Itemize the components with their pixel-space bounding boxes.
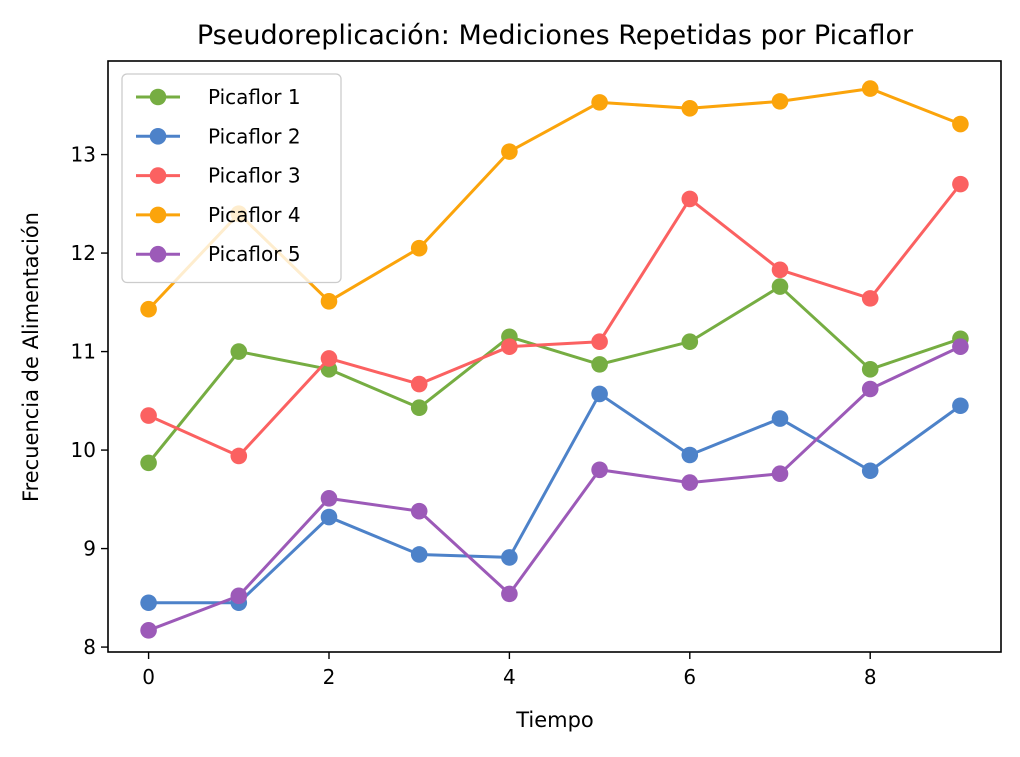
data-point [771, 278, 789, 295]
data-point [140, 454, 157, 472]
x-axis: 0 2 4 6 8 [142, 652, 877, 689]
data-point [681, 446, 699, 464]
data-point [140, 594, 157, 612]
legend-marker [149, 128, 167, 145]
y-tick-label: 13 [71, 143, 96, 167]
y-tick-label: 10 [71, 438, 96, 462]
legend-marker [149, 206, 167, 224]
data-point [771, 465, 789, 483]
data-point [230, 447, 248, 465]
data-point [952, 115, 969, 133]
data-point [771, 93, 789, 110]
data-point [681, 99, 699, 117]
data-point [771, 261, 789, 279]
data-point [591, 333, 608, 351]
legend-label: Picaflor 2 [208, 124, 301, 148]
chart-title: Pseudoreplicación: Mediciones Repetidas … [197, 20, 914, 51]
data-point [681, 474, 699, 491]
data-point [952, 175, 969, 193]
data-point [410, 546, 428, 563]
data-point [501, 143, 518, 160]
data-point [320, 350, 338, 367]
x-axis-label: Tiempo [515, 708, 594, 732]
data-point [320, 490, 338, 507]
x-tick-label: 0 [142, 665, 155, 689]
legend-marker [149, 245, 167, 263]
data-point [501, 549, 518, 566]
legend-item: Picaflor 2 [136, 124, 301, 148]
data-point [861, 380, 879, 398]
x-tick-label: 2 [323, 665, 336, 689]
data-point [501, 338, 518, 355]
data-point [230, 587, 248, 605]
series-line [147, 182, 962, 458]
data-point [140, 622, 157, 639]
x-tick-label: 8 [864, 665, 877, 689]
y-tick-label: 11 [71, 340, 96, 364]
data-point [410, 375, 428, 393]
data-point [681, 333, 699, 351]
series-line [147, 392, 962, 605]
data-point [591, 461, 608, 479]
data-point [320, 293, 338, 310]
legend-item: Picaflor 3 [136, 164, 301, 188]
data-point [681, 190, 699, 208]
data-point [320, 508, 338, 526]
legend-item: Picaflor 1 [136, 85, 301, 109]
series-1 [140, 278, 969, 472]
data-point [501, 585, 518, 603]
legend-marker [149, 88, 167, 106]
data-point [952, 338, 969, 355]
legend-label: Picaflor 5 [208, 242, 301, 266]
data-point [861, 290, 879, 307]
data-point [140, 407, 157, 424]
series-2 [140, 385, 969, 612]
data-point [861, 361, 879, 378]
legend-marker [149, 167, 167, 184]
legend: Picaflor 1 Picaflor 2 Picaflor 3 Picaflor 4… [121, 73, 342, 284]
legend-item: Picaflor 4 [136, 203, 301, 227]
legend-box [121, 73, 342, 284]
series-5 [140, 338, 969, 639]
legend-label: Picaflor 3 [208, 164, 301, 188]
y-tick-label: 9 [83, 537, 96, 561]
data-point [771, 410, 789, 427]
y-tick-label: 8 [83, 635, 96, 659]
series-line [147, 345, 962, 632]
data-point [591, 94, 608, 111]
data-point [140, 300, 157, 318]
x-tick-label: 6 [683, 665, 696, 689]
y-tick-label: 12 [71, 241, 96, 265]
legend-label: Picaflor 4 [208, 203, 301, 227]
y-axis: 8 9 10 11 12 13 [71, 143, 108, 659]
data-point [410, 239, 428, 257]
legend-item: Picaflor 5 [136, 242, 301, 266]
legend-label: Picaflor 1 [208, 85, 301, 109]
series-3 [140, 175, 969, 465]
data-point [410, 502, 428, 520]
x-tick-label: 4 [503, 665, 516, 689]
series-line [147, 285, 962, 465]
data-point [591, 385, 608, 403]
data-point [591, 356, 608, 373]
data-point [861, 462, 879, 480]
data-point [410, 399, 428, 417]
plot-frame [107, 60, 1002, 653]
data-point [952, 397, 969, 415]
data-point [230, 343, 248, 360]
y-axis-label: Frecuencia de Alimentación [19, 212, 43, 502]
data-point [861, 80, 879, 97]
